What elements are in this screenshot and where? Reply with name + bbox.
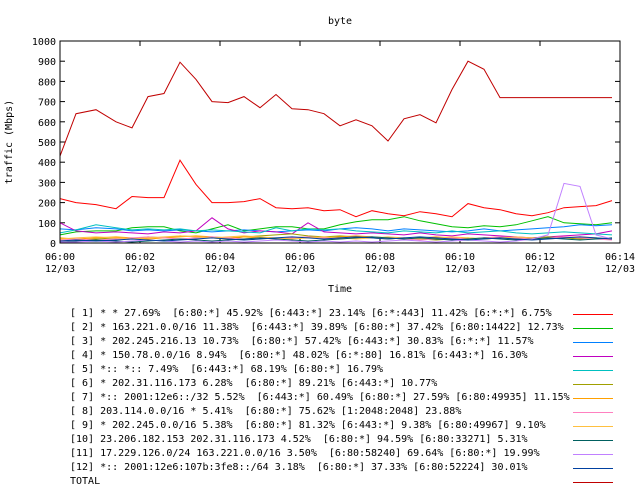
x-tick-time-label: 06:00: [45, 252, 75, 263]
y-tick-label: 0: [50, 239, 56, 250]
x-tick-date-label: 12/03: [45, 264, 75, 275]
legend-label: TOTAL: [70, 476, 101, 487]
legend-entry-4: [ 4] * 150.78.0.0/16 8.94% [6:80:*] 48.0…: [70, 349, 630, 363]
x-tick-date-label: 12/03: [525, 264, 555, 275]
legend-label: [12] *:: 2001:12e6:107b:3fe8::/64 3.18% …: [70, 462, 528, 473]
legend-label: [11] 17.229.126.0/24 163.221.0.0/16 3.50…: [70, 448, 540, 459]
legend-entry-1: [ 1] * * 27.69% [6:80:*] 45.92% [6:443:*…: [70, 307, 630, 321]
legend-label: [ 1] * * 27.69% [6:80:*] 45.92% [6:443:*…: [70, 308, 552, 319]
legend-swatch: [573, 384, 613, 385]
legend-label: [ 4] * 150.78.0.0/16 8.94% [6:80:*] 48.0…: [70, 350, 528, 361]
legend-entry-5: [ 5] *:: *:: 7.49% [6:443:*] 68.19% [6:8…: [70, 363, 630, 377]
y-tick-label: 300: [38, 178, 56, 189]
x-tick-time-label: 06:02: [125, 252, 155, 263]
y-tick-label: 1000: [32, 37, 56, 48]
y-tick-label: 500: [38, 138, 56, 149]
legend-label: [ 6] * 202.31.116.173 6.28% [6:80:*] 89.…: [70, 378, 438, 389]
legend-label: [10] 23.206.182.153 202.31.116.173 4.52%…: [70, 434, 528, 445]
legend-swatch: [573, 398, 613, 399]
plot-frame: [59, 40, 621, 244]
x-axis-label: Time: [328, 284, 352, 295]
legend-entry-8: [ 8] 203.114.0.0/16 * 5.41% [6:80:*] 75.…: [70, 405, 630, 419]
legend-swatch: [573, 370, 613, 371]
legend-entry-13: TOTAL: [70, 475, 630, 489]
legend-label: [ 7] *:: 2001:12e6::/32 5.52% [6:443:*] …: [70, 392, 570, 403]
x-tick-time-label: 06:14: [605, 252, 635, 263]
y-axis-label: traffic (Mbps): [4, 100, 15, 184]
legend-swatch: [573, 328, 613, 329]
legend-entry-6: [ 6] * 202.31.116.173 6.28% [6:80:*] 89.…: [70, 377, 630, 391]
legend-swatch: [573, 426, 613, 427]
legend-entry-12: [12] *:: 2001:12e6:107b:3fe8::/64 3.18% …: [70, 461, 630, 475]
series-line-12: [59, 236, 613, 242]
x-tick-date-label: 12/03: [445, 264, 475, 275]
legend-swatch: [573, 468, 613, 469]
x-tick-date-label: 12/03: [285, 264, 315, 275]
x-tick-time-label: 06:08: [365, 252, 395, 263]
legend-swatch: [573, 314, 613, 315]
legend-swatch: [573, 342, 613, 343]
legend-swatch: [573, 412, 613, 413]
legend-label: [ 2] * 163.221.0.0/16 11.38% [6:443:*] 3…: [70, 322, 564, 333]
y-tick-label: 800: [38, 77, 56, 88]
legend-label: [ 9] * 202.245.0.0/16 5.38% [6:80:*] 81.…: [70, 420, 546, 431]
legend-entry-11: [11] 17.229.126.0/24 163.221.0.0/16 3.50…: [70, 447, 630, 461]
series-line-13: [59, 60, 612, 157]
legend-entry-9: [ 9] * 202.245.0.0/16 5.38% [6:80:*] 81.…: [70, 419, 630, 433]
y-tick-label: 400: [38, 158, 56, 169]
legend-swatch: [573, 454, 613, 455]
y-tick-label: 600: [38, 118, 56, 129]
legend-entry-7: [ 7] *:: 2001:12e6::/32 5.52% [6:443:*] …: [70, 391, 630, 405]
series-line-5: [59, 224, 613, 236]
y-tick-label: 900: [38, 57, 56, 68]
x-tick-date-label: 12/03: [125, 264, 155, 275]
legend-label: [ 5] *:: *:: 7.49% [6:443:*] 68.19% [6:8…: [70, 364, 384, 375]
x-tick-time-label: 06:10: [445, 252, 475, 263]
legend-swatch: [573, 440, 613, 441]
y-tick-label: 100: [38, 219, 56, 230]
legend-swatch: [573, 482, 613, 483]
series-line-1: [59, 159, 613, 218]
x-tick-date-label: 12/03: [205, 264, 235, 275]
x-tick-time-label: 06:06: [285, 252, 315, 263]
legend-entry-2: [ 2] * 163.221.0.0/16 11.38% [6:443:*] 3…: [70, 321, 630, 335]
legend-label: [ 3] * 202.245.216.13 10.73% [6:80:*] 57…: [70, 336, 534, 347]
y-tick-label: 200: [38, 199, 56, 210]
legend-entry-3: [ 3] * 202.245.216.13 10.73% [6:80:*] 57…: [70, 335, 630, 349]
x-tick-date-label: 12/03: [365, 264, 395, 275]
x-tick-time-label: 06:04: [205, 252, 235, 263]
chart-title: byte: [328, 16, 352, 27]
x-tick-time-label: 06:12: [525, 252, 555, 263]
tick-layer: 0100200300400500600700800900100006:0012/…: [32, 37, 635, 275]
legend-entry-10: [10] 23.206.182.153 202.31.116.173 4.52%…: [70, 433, 630, 447]
y-tick-label: 700: [38, 98, 56, 109]
series-layer: [59, 60, 613, 243]
series-line-4: [59, 217, 613, 239]
legend-swatch: [573, 356, 613, 357]
series-line-2: [59, 216, 613, 236]
legend-label: [ 8] 203.114.0.0/16 * 5.41% [6:80:*] 75.…: [70, 406, 462, 417]
x-tick-date-label: 12/03: [605, 264, 635, 275]
